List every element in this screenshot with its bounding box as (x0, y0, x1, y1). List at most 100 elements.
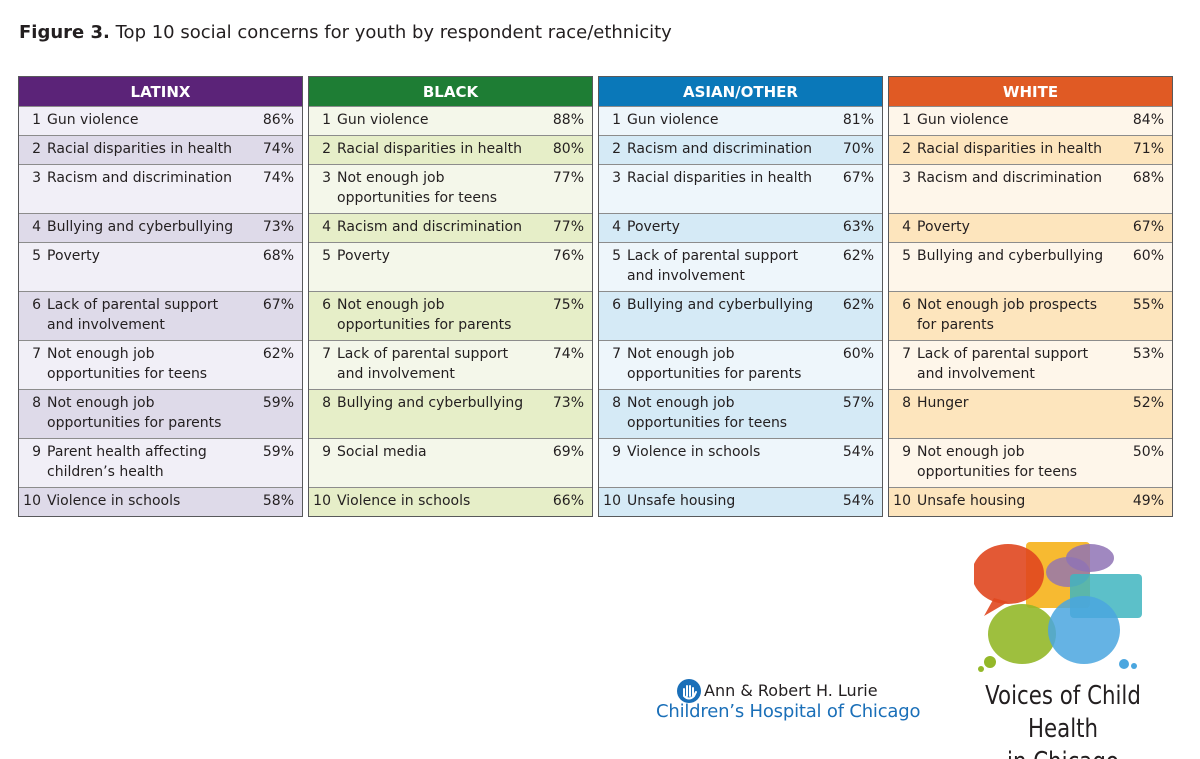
rank-number: 2 (612, 141, 621, 157)
table-row: 7 Lack of parental support and involvemen… (309, 340, 592, 389)
lurie-hospital-line: Children’s Hospital of Chicago (656, 701, 921, 722)
column-header: WHITE (888, 76, 1173, 106)
voices-logo-text: Voices of Child Health in Chicago (977, 680, 1149, 759)
rank-number: 8 (32, 395, 41, 411)
figure-title-text: Top 10 social concerns for youth by resp… (115, 22, 672, 43)
percentage-value: 59% (262, 444, 294, 460)
table-row: 9 Parent health affecting children’s heal… (19, 438, 302, 487)
rank-number: 4 (322, 219, 331, 235)
percentage-value: 49% (1132, 493, 1164, 509)
column-white: WHITE 1 Gun violence 84% 2 Racial disparitie… (888, 76, 1173, 517)
table-row: 2 Racial disparities in health 74% (19, 135, 302, 164)
percentage-value: 76% (552, 248, 584, 264)
percentage-value: 66% (552, 493, 584, 509)
rank-number: 5 (902, 248, 911, 264)
lurie-name-line: Ann & Robert H. Lurie (704, 681, 878, 700)
table-row: 5 Lack of parental support and involvemen… (599, 242, 882, 291)
column-latinx: LATINX 1 Gun violence 86% 2 Racial dispariti… (18, 76, 303, 517)
table-row: 6 Not enough job opportunities for parent… (309, 291, 592, 340)
rank-number: 8 (322, 395, 331, 411)
concern-label: Racism and discrimination (337, 219, 522, 235)
table-row: 4 Bullying and cyberbullying 73% (19, 213, 302, 242)
concern-label: Violence in schools (627, 444, 761, 460)
concern-label: Not enough job opportunities for parents (47, 395, 222, 431)
percentage-value: 80% (552, 141, 584, 157)
table-row: 5 Poverty 68% (19, 242, 302, 291)
percentage-value: 50% (1132, 444, 1164, 460)
table-row: 6 Lack of parental support and involvemen… (19, 291, 302, 340)
percentage-value: 62% (842, 297, 874, 313)
table-row: 9 Violence in schools 54% (599, 438, 882, 487)
rank-number: 6 (32, 297, 41, 313)
voices-line-1: Voices of Child Health (985, 681, 1141, 744)
table-row: 2 Racism and discrimination 70% (599, 135, 882, 164)
concern-label: Bullying and cyberbullying (917, 248, 1104, 264)
column-rows: 1 Gun violence 88% 2 Racial disparities in h… (308, 106, 593, 517)
rank-number: 4 (32, 219, 41, 235)
percentage-value: 57% (842, 395, 874, 411)
rank-number: 7 (612, 346, 621, 362)
concerns-table: LATINX 1 Gun violence 86% 2 Racial dispariti… (18, 76, 1173, 517)
table-row: 5 Bullying and cyberbullying 60% (889, 242, 1172, 291)
table-row: 1 Gun violence 81% (599, 106, 882, 135)
percentage-value: 73% (552, 395, 584, 411)
concern-label: Social media (337, 444, 427, 460)
concern-label: Lack of parental support and involvement (917, 346, 1089, 382)
concern-label: Racial disparities in health (627, 170, 812, 186)
concern-label: Lack of parental support and involvement (627, 248, 799, 284)
table-row: 8 Bullying and cyberbullying 73% (309, 389, 592, 438)
rank-number: 10 (313, 493, 331, 509)
percentage-value: 74% (262, 141, 294, 157)
concern-label: Racism and discrimination (47, 170, 232, 186)
concern-label: Unsafe housing (627, 493, 736, 509)
table-row: 10 Unsafe housing 54% (599, 487, 882, 516)
concern-label: Racism and discrimination (627, 141, 812, 157)
concern-label: Unsafe housing (917, 493, 1026, 509)
percentage-value: 88% (552, 112, 584, 128)
table-row: 5 Poverty 76% (309, 242, 592, 291)
table-row: 2 Racial disparities in health 80% (309, 135, 592, 164)
rank-number: 5 (612, 248, 621, 264)
concern-label: Bullying and cyberbullying (47, 219, 234, 235)
table-row: 10 Violence in schools 58% (19, 487, 302, 516)
percentage-value: 74% (262, 170, 294, 186)
table-row: 1 Gun violence 84% (889, 106, 1172, 135)
concern-label: Racial disparities in health (337, 141, 522, 157)
concern-label: Parent health affecting children’s healt… (47, 444, 207, 480)
rank-number: 1 (322, 112, 331, 128)
table-row: 3 Racism and discrimination 68% (889, 164, 1172, 213)
concern-label: Lack of parental support and involvement (47, 297, 219, 333)
hand-icon (677, 679, 701, 703)
percentage-value: 73% (262, 219, 294, 235)
column-rows: 1 Gun violence 81% 2 Racism and discriminati… (598, 106, 883, 517)
concern-label: Not enough job opportunities for teens (337, 170, 498, 206)
rank-number: 9 (32, 444, 41, 460)
column-rows: 1 Gun violence 86% 2 Racial disparities in h… (18, 106, 303, 517)
table-row: 10 Violence in schools 66% (309, 487, 592, 516)
rank-number: 9 (902, 444, 911, 460)
column-header: LATINX (18, 76, 303, 106)
concern-label: Bullying and cyberbullying (627, 297, 814, 313)
rank-number: 3 (612, 170, 621, 186)
concern-label: Not enough job prospects for parents (917, 297, 1098, 333)
figure-label: Figure 3. (19, 22, 110, 43)
table-row: 3 Racism and discrimination 74% (19, 164, 302, 213)
percentage-value: 54% (842, 493, 874, 509)
concern-label: Not enough job opportunities for parents (627, 346, 802, 382)
rank-number: 1 (32, 112, 41, 128)
table-row: 6 Bullying and cyberbullying 62% (599, 291, 882, 340)
column-black: BLACK 1 Gun violence 88% 2 Racial disparitie… (308, 76, 593, 517)
percentage-value: 60% (842, 346, 874, 362)
percentage-value: 71% (1132, 141, 1164, 157)
rank-number: 8 (612, 395, 621, 411)
column-asian-other: ASIAN/OTHER 1 Gun violence 81% 2 Racism and … (598, 76, 883, 517)
rank-number: 1 (612, 112, 621, 128)
table-row: 3 Racial disparities in health 67% (599, 164, 882, 213)
concern-label: Poverty (917, 219, 970, 235)
percentage-value: 69% (552, 444, 584, 460)
table-row: 6 Not enough job prospects for parents 55% (889, 291, 1172, 340)
percentage-value: 63% (842, 219, 874, 235)
percentage-value: 52% (1132, 395, 1164, 411)
percentage-value: 77% (552, 170, 584, 186)
percentage-value: 75% (552, 297, 584, 313)
